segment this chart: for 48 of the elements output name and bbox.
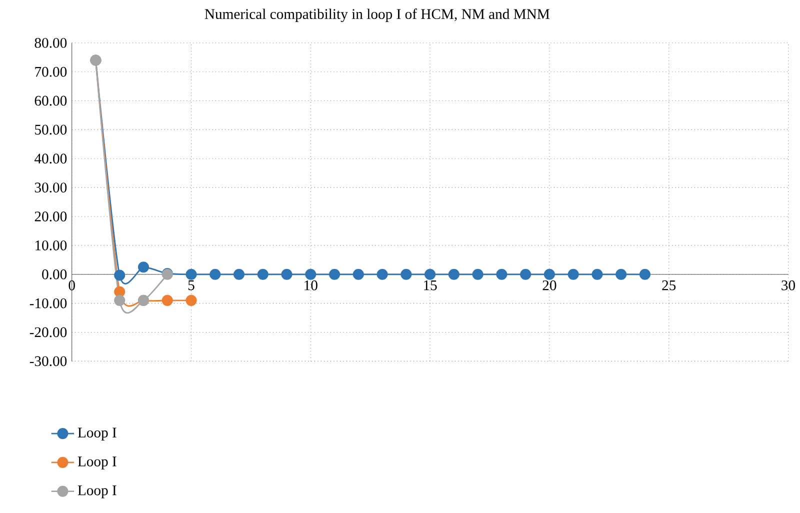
point [233, 268, 245, 280]
point [592, 268, 603, 280]
y-tick-label: 70.00 [35, 66, 67, 77]
legend-label: Loop I [78, 486, 116, 498]
legend-label: Loop I [78, 456, 116, 470]
point [472, 268, 484, 280]
point [329, 268, 340, 280]
point [210, 268, 221, 280]
point [257, 268, 268, 280]
x-tick-label: 10 [304, 280, 318, 290]
y-tick-label: 50.00 [35, 124, 67, 135]
point [114, 270, 126, 281]
y-tick-label: 10.00 [36, 240, 67, 250]
point [186, 268, 197, 280]
point [568, 268, 579, 280]
point [520, 268, 532, 280]
y-tick-label: 60.00 [34, 96, 67, 106]
point [448, 268, 460, 280]
point [639, 268, 650, 280]
legend-label: Loop I [78, 428, 116, 441]
x-tick-label: 5 [188, 280, 194, 290]
point [616, 268, 627, 280]
point [496, 268, 508, 280]
point [162, 294, 173, 306]
y-tick-label: 20.00 [34, 212, 67, 222]
point [186, 294, 197, 306]
y-tick-label: -20.00 [30, 327, 67, 338]
y-tick-label: 40.00 [34, 154, 67, 164]
point [400, 268, 412, 280]
point [138, 262, 150, 273]
point [544, 268, 555, 280]
point [281, 268, 292, 280]
x-tick-label: 20 [542, 280, 556, 290]
point [305, 268, 316, 280]
x-tick-label: 15 [424, 280, 437, 290]
y-tick-label: 80.00 [34, 38, 67, 48]
point [352, 268, 364, 280]
x-tick-label: 25 [662, 280, 676, 290]
point [424, 268, 436, 280]
point [376, 268, 388, 280]
y-tick-label: 30.00 [34, 182, 67, 193]
point [114, 286, 126, 298]
point [114, 294, 126, 306]
x-tick-label: 30 [782, 280, 795, 290]
y-tick-label: -30.00 [30, 356, 67, 366]
y-tick-label: -10.00 [30, 298, 67, 308]
y-tick-label: 0.00 [42, 270, 67, 280]
chart-title: Numerical compatibility in loop I of HCM, NM and MNM [204, 8, 550, 22]
